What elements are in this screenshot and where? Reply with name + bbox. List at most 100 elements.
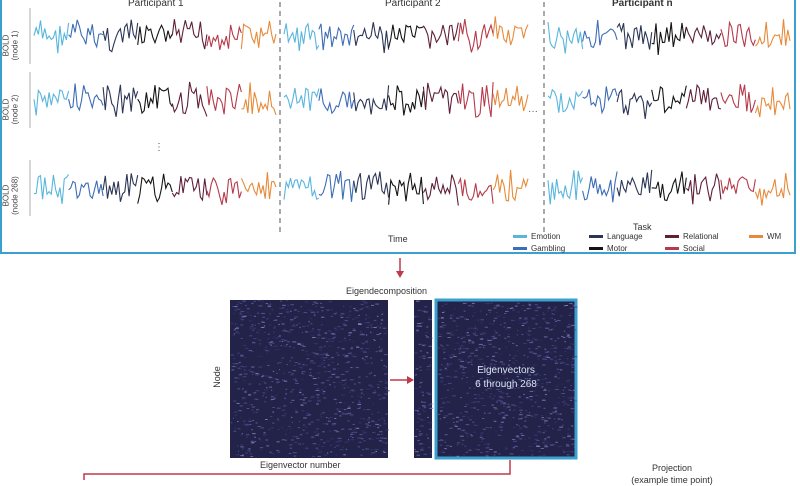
- matrix-speckle: [281, 439, 285, 441]
- matrix-speckle: [461, 430, 465, 432]
- matrix-speckle: [510, 369, 515, 371]
- matrix-speckle: [375, 423, 379, 425]
- matrix-speckle: [269, 378, 274, 379]
- matrix-speckle: [330, 438, 334, 440]
- matrix-speckle: [480, 432, 484, 434]
- matrix-speckle: [506, 336, 510, 338]
- matrix-speckle: [240, 434, 243, 436]
- matrix-speckle: [346, 407, 351, 409]
- matrix-speckle: [565, 333, 568, 334]
- matrix-speckle: [307, 325, 309, 327]
- matrix-speckle: [449, 315, 452, 317]
- matrix-speckle: [474, 397, 477, 399]
- matrix-speckle: [457, 348, 461, 350]
- matrix-speckle: [531, 318, 536, 320]
- matrix-speckle: [295, 436, 298, 438]
- matrix-speckle: [548, 358, 552, 360]
- matrix-speckle: [442, 450, 445, 452]
- matrix-speckle: [424, 402, 426, 404]
- legend-swatch-social: [665, 247, 679, 251]
- matrix-speckle: [299, 399, 303, 401]
- matrix-speckle: [250, 456, 254, 457]
- matrix-speckle: [428, 452, 433, 454]
- matrix-speckle: [352, 434, 355, 435]
- matrix-speckle: [486, 443, 491, 445]
- matrix-speckle: [365, 376, 368, 378]
- matrix-speckle: [358, 323, 362, 324]
- matrix-speckle: [357, 395, 360, 397]
- matrix-speckle: [299, 392, 302, 394]
- matrix-speckle: [339, 315, 342, 317]
- matrix-speckle: [458, 350, 460, 352]
- matrix-speckle: [347, 420, 350, 422]
- matrix-speckle: [527, 334, 531, 336]
- matrix-speckle: [286, 364, 288, 366]
- matrix-speckle: [381, 314, 383, 315]
- matrix-speckle: [377, 434, 380, 436]
- matrix-speckle: [555, 410, 558, 412]
- matrix-speckle: [443, 384, 447, 385]
- matrix-speckle: [265, 346, 267, 348]
- matrix-speckle: [494, 305, 496, 307]
- matrix-speckle: [316, 428, 319, 430]
- matrix-speckle: [245, 424, 249, 426]
- matrix-speckle: [539, 375, 541, 377]
- matrix-speckle: [345, 316, 350, 318]
- matrix-speckle: [462, 302, 467, 304]
- matrix-speckle: [281, 357, 284, 359]
- matrix-speckle: [299, 434, 303, 436]
- matrix-speckle: [352, 328, 356, 330]
- matrix-speckle: [470, 340, 473, 342]
- matrix-speckle: [252, 411, 256, 413]
- matrix-speckle: [385, 366, 387, 368]
- matrix-speckle: [326, 352, 329, 354]
- matrix-speckle: [466, 411, 468, 413]
- matrix-speckle: [372, 392, 376, 394]
- bold-trace-social: [720, 176, 756, 194]
- matrix-speckle: [315, 434, 319, 436]
- matrix-speckle: [566, 326, 571, 328]
- matrix-speckle: [248, 350, 252, 351]
- matrix-speckle: [245, 390, 247, 392]
- matrix-speckle: [554, 362, 558, 364]
- matrix-speckle: [465, 433, 469, 434]
- matrix-speckle: [310, 360, 314, 362]
- matrix-speckle: [377, 386, 380, 388]
- matrix-speckle: [502, 386, 505, 388]
- matrix-speckle: [321, 446, 324, 447]
- matrix-speckle: [291, 439, 294, 441]
- matrix-speckle: [315, 431, 317, 433]
- matrix-speckle: [468, 449, 472, 451]
- matrix-speckle: [237, 421, 239, 422]
- matrix-speckle: [478, 346, 482, 348]
- matrix-speckle: [420, 425, 424, 427]
- matrix-speckle: [506, 377, 508, 379]
- matrix-speckle: [372, 403, 374, 405]
- matrix-speckle: [451, 388, 454, 390]
- matrix-speckle: [537, 384, 540, 386]
- bold-trace-wm: [241, 82, 277, 116]
- matrix-speckle: [476, 381, 480, 382]
- matrix-speckle: [249, 424, 252, 426]
- matrix-speckle: [553, 347, 557, 349]
- matrix-speckle: [419, 356, 422, 358]
- matrix-speckle: [495, 434, 497, 436]
- matrix-speckle: [321, 389, 324, 391]
- matrix-speckle: [544, 446, 549, 448]
- matrix-speckle: [516, 376, 519, 378]
- matrix-speckle: [253, 300, 256, 302]
- matrix-speckle: [289, 346, 291, 348]
- matrix-speckle: [283, 372, 285, 374]
- bold-trace-language: [353, 85, 390, 115]
- matrix-speckle: [503, 369, 508, 371]
- matrix-speckle: [278, 341, 282, 342]
- matrix-speckle: [573, 400, 577, 402]
- matrix-speckle: [541, 417, 544, 419]
- matrix-speckle: [315, 447, 318, 449]
- matrix-speckle: [519, 409, 523, 411]
- matrix-speckle: [273, 395, 275, 397]
- matrix-speckle: [237, 388, 241, 390]
- matrix-speckle: [568, 397, 572, 399]
- matrix-speckle: [484, 443, 487, 445]
